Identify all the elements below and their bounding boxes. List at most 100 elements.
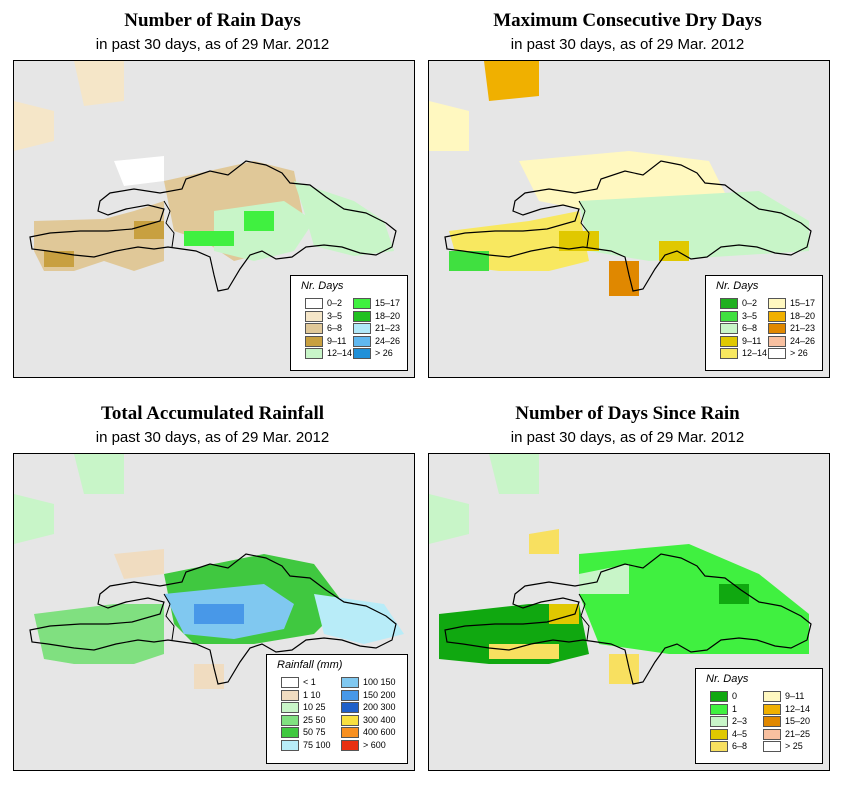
legend-label: 3–5	[327, 310, 343, 321]
panel-days-since-rain: Number of Days Since Rain in past 30 day…	[420, 403, 835, 775]
legend-label: 6–8	[732, 741, 748, 751]
data-cell-region	[74, 61, 124, 106]
legend-label: > 26	[375, 348, 393, 358]
legend-label: 9–11	[742, 335, 762, 346]
map-svg	[429, 454, 812, 685]
legend-swatch	[281, 714, 299, 726]
panel-title: Number of Days Since Rain	[515, 403, 740, 424]
legend-swatch	[710, 716, 728, 727]
legend-swatch	[305, 335, 323, 347]
data-cell-region	[489, 644, 559, 659]
legend-swatch	[710, 741, 728, 752]
island-outline	[29, 160, 397, 292]
legend-swatch	[720, 348, 738, 359]
legend-swatch	[763, 703, 781, 715]
legend-title: Nr. Days	[706, 673, 749, 685]
legend-label: 200 300	[363, 702, 396, 712]
legend-swatch	[353, 310, 371, 322]
data-cell-region	[429, 494, 469, 544]
legend-label: 15–17	[790, 298, 816, 308]
map-svg	[429, 61, 812, 296]
data-cell-region	[114, 549, 164, 579]
legend-label: 12–14	[742, 348, 768, 358]
panel-rainfall: Total Accumulated Rainfall in past 30 da…	[5, 403, 420, 775]
data-cell-region	[244, 211, 274, 231]
legend-label: 9–11	[327, 335, 347, 346]
map-svg	[14, 454, 404, 689]
legend-label: 24–26	[375, 335, 401, 346]
panel-subtitle: in past 30 days, as of 29 Mar. 2012	[95, 429, 330, 446]
legend-swatch	[720, 335, 738, 347]
panel-title: Maximum Consecutive Dry Days	[493, 10, 762, 31]
legend-label: 25 50	[303, 714, 326, 725]
legend-label: 12–14	[785, 703, 811, 714]
legend-swatch	[353, 298, 371, 309]
map-frame: Nr. Days 0–2 3–5 6–8 9–11 12–14 15–17 18–20 21–…	[428, 60, 830, 378]
legend-swatch	[353, 335, 371, 347]
country-border	[578, 593, 590, 641]
legend-swatch	[341, 739, 359, 751]
map-legend: Nr. Days 0–2 3–5 6–8 9–11 12–14 15–17 18–20 21–…	[290, 275, 408, 371]
legend-label: 4–5	[732, 728, 748, 739]
legend-swatch	[768, 335, 786, 347]
panel-dry-days: Maximum Consecutive Dry Days in past 30 …	[420, 10, 835, 382]
legend-label: 21–23	[790, 323, 816, 333]
legend-label: 24–26	[790, 335, 816, 346]
country-border	[578, 200, 590, 248]
data-cell-region	[14, 494, 54, 544]
data-cell-region	[44, 251, 74, 267]
legend-swatch	[720, 298, 738, 309]
legend-swatch	[710, 728, 728, 740]
map-legend: Nr. Days 0 1 2–3 4–5 6–8 9–11 12–14 15–20 21–25 >…	[695, 668, 823, 764]
legend-swatch	[763, 716, 781, 727]
legend-label: 400 600	[363, 727, 396, 737]
legend-swatch	[341, 727, 359, 738]
legend-label: 6–8	[327, 323, 343, 333]
data-cell-region	[579, 191, 809, 261]
legend-label: 2–3	[732, 716, 748, 726]
data-cell-region	[194, 664, 224, 689]
panel-title: Total Accumulated Rainfall	[100, 403, 325, 424]
legend-label: 9–11	[785, 691, 805, 701]
legend-swatch	[768, 348, 786, 359]
data-cell-region	[114, 156, 164, 186]
legend-label: 150 200	[363, 689, 396, 700]
map-svg	[14, 61, 397, 292]
legend-title: Nr. Days	[301, 280, 344, 292]
map-legend: Nr. Days 0–2 3–5 6–8 9–11 12–14 15–17 18–20 21–…	[705, 275, 823, 371]
legend-label: 1 10	[303, 689, 321, 700]
panel-title: Number of Rain Days	[124, 10, 301, 31]
legend-swatch	[281, 702, 299, 713]
data-cell-region	[489, 454, 539, 494]
legend-label: < 1	[303, 677, 316, 687]
legend-swatch	[281, 727, 299, 738]
legend-swatch	[281, 677, 299, 688]
legend-swatch	[341, 702, 359, 713]
data-cell-region	[14, 101, 54, 151]
data-cell-region	[294, 181, 394, 256]
legend-swatch	[353, 348, 371, 359]
data-cell-region	[34, 604, 164, 664]
data-cell-region	[184, 231, 234, 246]
legend-title: Nr. Days	[716, 280, 759, 292]
panel-subtitle: in past 30 days, as of 29 Mar. 2012	[95, 36, 330, 53]
legend-label: 15–17	[375, 298, 401, 308]
legend-swatch	[763, 728, 781, 740]
legend-label: 21–25	[785, 728, 811, 739]
country-border	[163, 200, 175, 248]
island-outline	[444, 160, 812, 292]
data-cell-region	[719, 584, 749, 604]
legend-label: > 25	[785, 741, 803, 751]
data-cell-region	[579, 564, 629, 594]
map-frame: Nr. Days 0 1 2–3 4–5 6–8 9–11 12–14 15–20 21–25 >…	[428, 453, 830, 771]
legend-label: 3–5	[742, 310, 758, 321]
legend-swatch	[305, 348, 323, 359]
legend-label: 15–20	[785, 716, 811, 726]
legend-swatch	[768, 298, 786, 309]
data-cell-region	[429, 101, 469, 151]
data-cell-region	[609, 654, 639, 684]
data-cell-region	[529, 529, 559, 554]
data-cell-region	[314, 594, 404, 644]
legend-label: 50 75	[303, 727, 326, 737]
legend-label: 0	[732, 691, 738, 701]
